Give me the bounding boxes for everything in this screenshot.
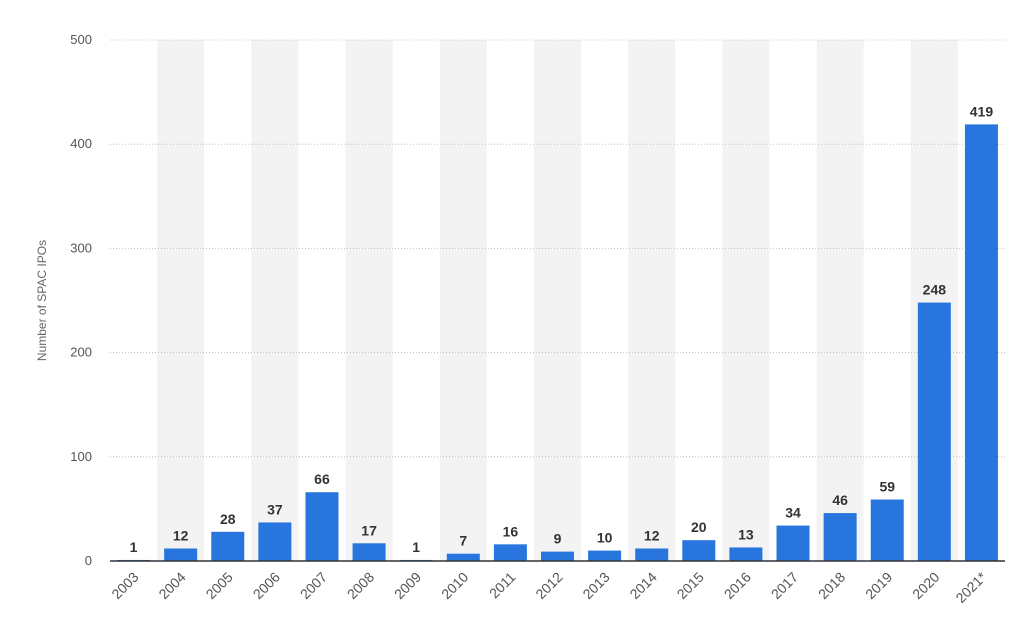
category-band <box>722 40 770 561</box>
data-label: 59 <box>879 479 895 495</box>
x-tick-label: 2008 <box>344 569 377 602</box>
data-label: 9 <box>554 531 562 547</box>
x-tick-label: 2013 <box>579 569 612 602</box>
y-tick-label: 300 <box>70 240 92 255</box>
category-band <box>345 40 393 561</box>
data-label: 17 <box>361 522 377 538</box>
bar <box>446 553 480 561</box>
bar <box>964 124 998 561</box>
y-tick-label: 100 <box>70 449 92 464</box>
x-tick-label: 2017 <box>768 569 801 602</box>
y-tick-label: 200 <box>70 345 92 360</box>
data-label: 7 <box>459 533 467 549</box>
data-label: 419 <box>970 103 994 119</box>
data-label: 12 <box>644 527 660 543</box>
data-label: 10 <box>597 530 613 546</box>
x-tick-label: 2006 <box>250 569 283 602</box>
x-tick-label: 2010 <box>438 569 471 602</box>
data-label: 37 <box>267 501 283 517</box>
category-band <box>533 40 582 561</box>
data-label: 13 <box>738 526 754 542</box>
y-tick-label: 400 <box>70 136 92 151</box>
bar <box>823 513 857 561</box>
category-band <box>628 40 676 561</box>
x-tick-label: 2019 <box>862 569 895 602</box>
bar <box>541 551 574 561</box>
alternating-bands <box>157 40 958 561</box>
category-band <box>157 40 205 561</box>
x-tick-label: 2004 <box>155 569 188 602</box>
category-band <box>251 40 299 561</box>
x-tick-label: 2005 <box>203 569 236 602</box>
bar <box>588 550 622 561</box>
bar <box>870 499 904 561</box>
x-tick-label: 2012 <box>532 569 565 602</box>
bars <box>117 124 998 561</box>
bar <box>917 302 951 561</box>
data-label: 46 <box>832 492 848 508</box>
y-tick-label: 0 <box>85 553 92 568</box>
x-tick-label: 2018 <box>815 569 848 602</box>
x-tick-label: 2009 <box>391 569 424 602</box>
data-label: 12 <box>173 527 189 543</box>
bar <box>682 540 716 561</box>
x-tick-label: 2021* <box>952 568 990 606</box>
x-tick-label: 2016 <box>721 569 754 602</box>
data-label: 20 <box>691 519 707 535</box>
x-tick-label: 2015 <box>674 569 707 602</box>
bar <box>493 544 527 561</box>
x-tick-label: 2007 <box>297 569 330 602</box>
category-band <box>439 40 487 561</box>
data-label: 1 <box>130 539 138 555</box>
data-label: 34 <box>785 505 801 521</box>
category-band <box>816 40 864 561</box>
data-label: 248 <box>923 282 947 298</box>
bar <box>352 543 386 561</box>
gridlines <box>110 39 1005 458</box>
bar <box>729 547 763 561</box>
bar <box>776 525 810 561</box>
x-tick-label: 2020 <box>909 569 942 602</box>
y-axis-ticks: 0 100 200 300 400 500 <box>70 32 92 568</box>
bar <box>164 548 198 561</box>
y-axis-label: Number of SPAC IPOs <box>35 240 49 361</box>
data-label: 16 <box>503 523 519 539</box>
x-tick-label: 2003 <box>108 569 141 602</box>
data-label: 66 <box>314 471 330 487</box>
bar <box>305 492 339 561</box>
bar <box>635 548 669 561</box>
x-tick-label: 2014 <box>626 569 659 602</box>
x-tick-label: 2011 <box>486 569 519 602</box>
data-label: 28 <box>220 511 236 527</box>
bar <box>211 531 245 561</box>
y-tick-label: 500 <box>70 32 92 47</box>
x-axis-ticks: 2003 2004 2005 2006 2007 2008 2009 2010 2011 2012… <box>108 568 990 606</box>
bar <box>258 522 292 561</box>
data-label: 1 <box>412 539 420 555</box>
